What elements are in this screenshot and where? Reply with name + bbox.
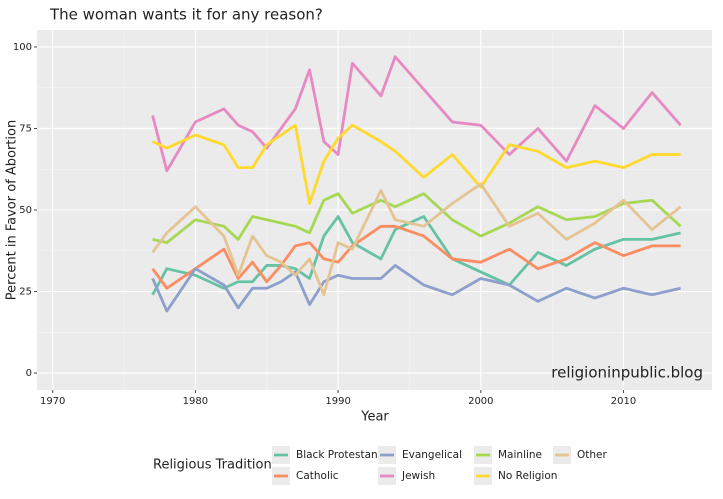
- x-tick-label: 2010: [611, 396, 636, 407]
- series-line: [152, 192, 682, 245]
- x-axis-label: Year: [360, 410, 389, 425]
- y-axis-label: Percent in Favor of Abortion: [5, 120, 20, 300]
- y-tick-label: 0: [26, 368, 32, 379]
- legend-label: Black Protestant: [296, 449, 382, 461]
- series-line: [151, 264, 681, 313]
- series-line: [151, 55, 682, 173]
- legend-label: Catholic: [296, 470, 339, 482]
- series-line: [152, 123, 681, 205]
- legend-label: Mainline: [498, 449, 542, 461]
- series-line: [151, 182, 682, 297]
- y-tick-label: 75: [19, 123, 32, 134]
- series-line: [151, 224, 681, 290]
- x-tick-label: 1980: [183, 396, 208, 407]
- x-tick-label: 1970: [40, 396, 65, 407]
- legend-label: Other: [577, 449, 607, 461]
- legend-label: Evangelical: [402, 449, 462, 461]
- legend-label: No Religion: [498, 470, 557, 482]
- chart-title: The woman wants it for any reason?: [49, 6, 323, 24]
- y-tick-label: 100: [13, 42, 32, 53]
- legend-label: Jewish: [401, 470, 435, 482]
- y-tick-label: 25: [19, 287, 32, 298]
- x-tick-label: 2000: [468, 396, 493, 407]
- legend-title: Religious Tradition: [153, 458, 272, 473]
- x-tick-label: 1990: [325, 396, 350, 407]
- y-tick-label: 50: [19, 205, 32, 216]
- series-line: [151, 215, 681, 296]
- annotation: religioninpublic.blog: [551, 364, 703, 382]
